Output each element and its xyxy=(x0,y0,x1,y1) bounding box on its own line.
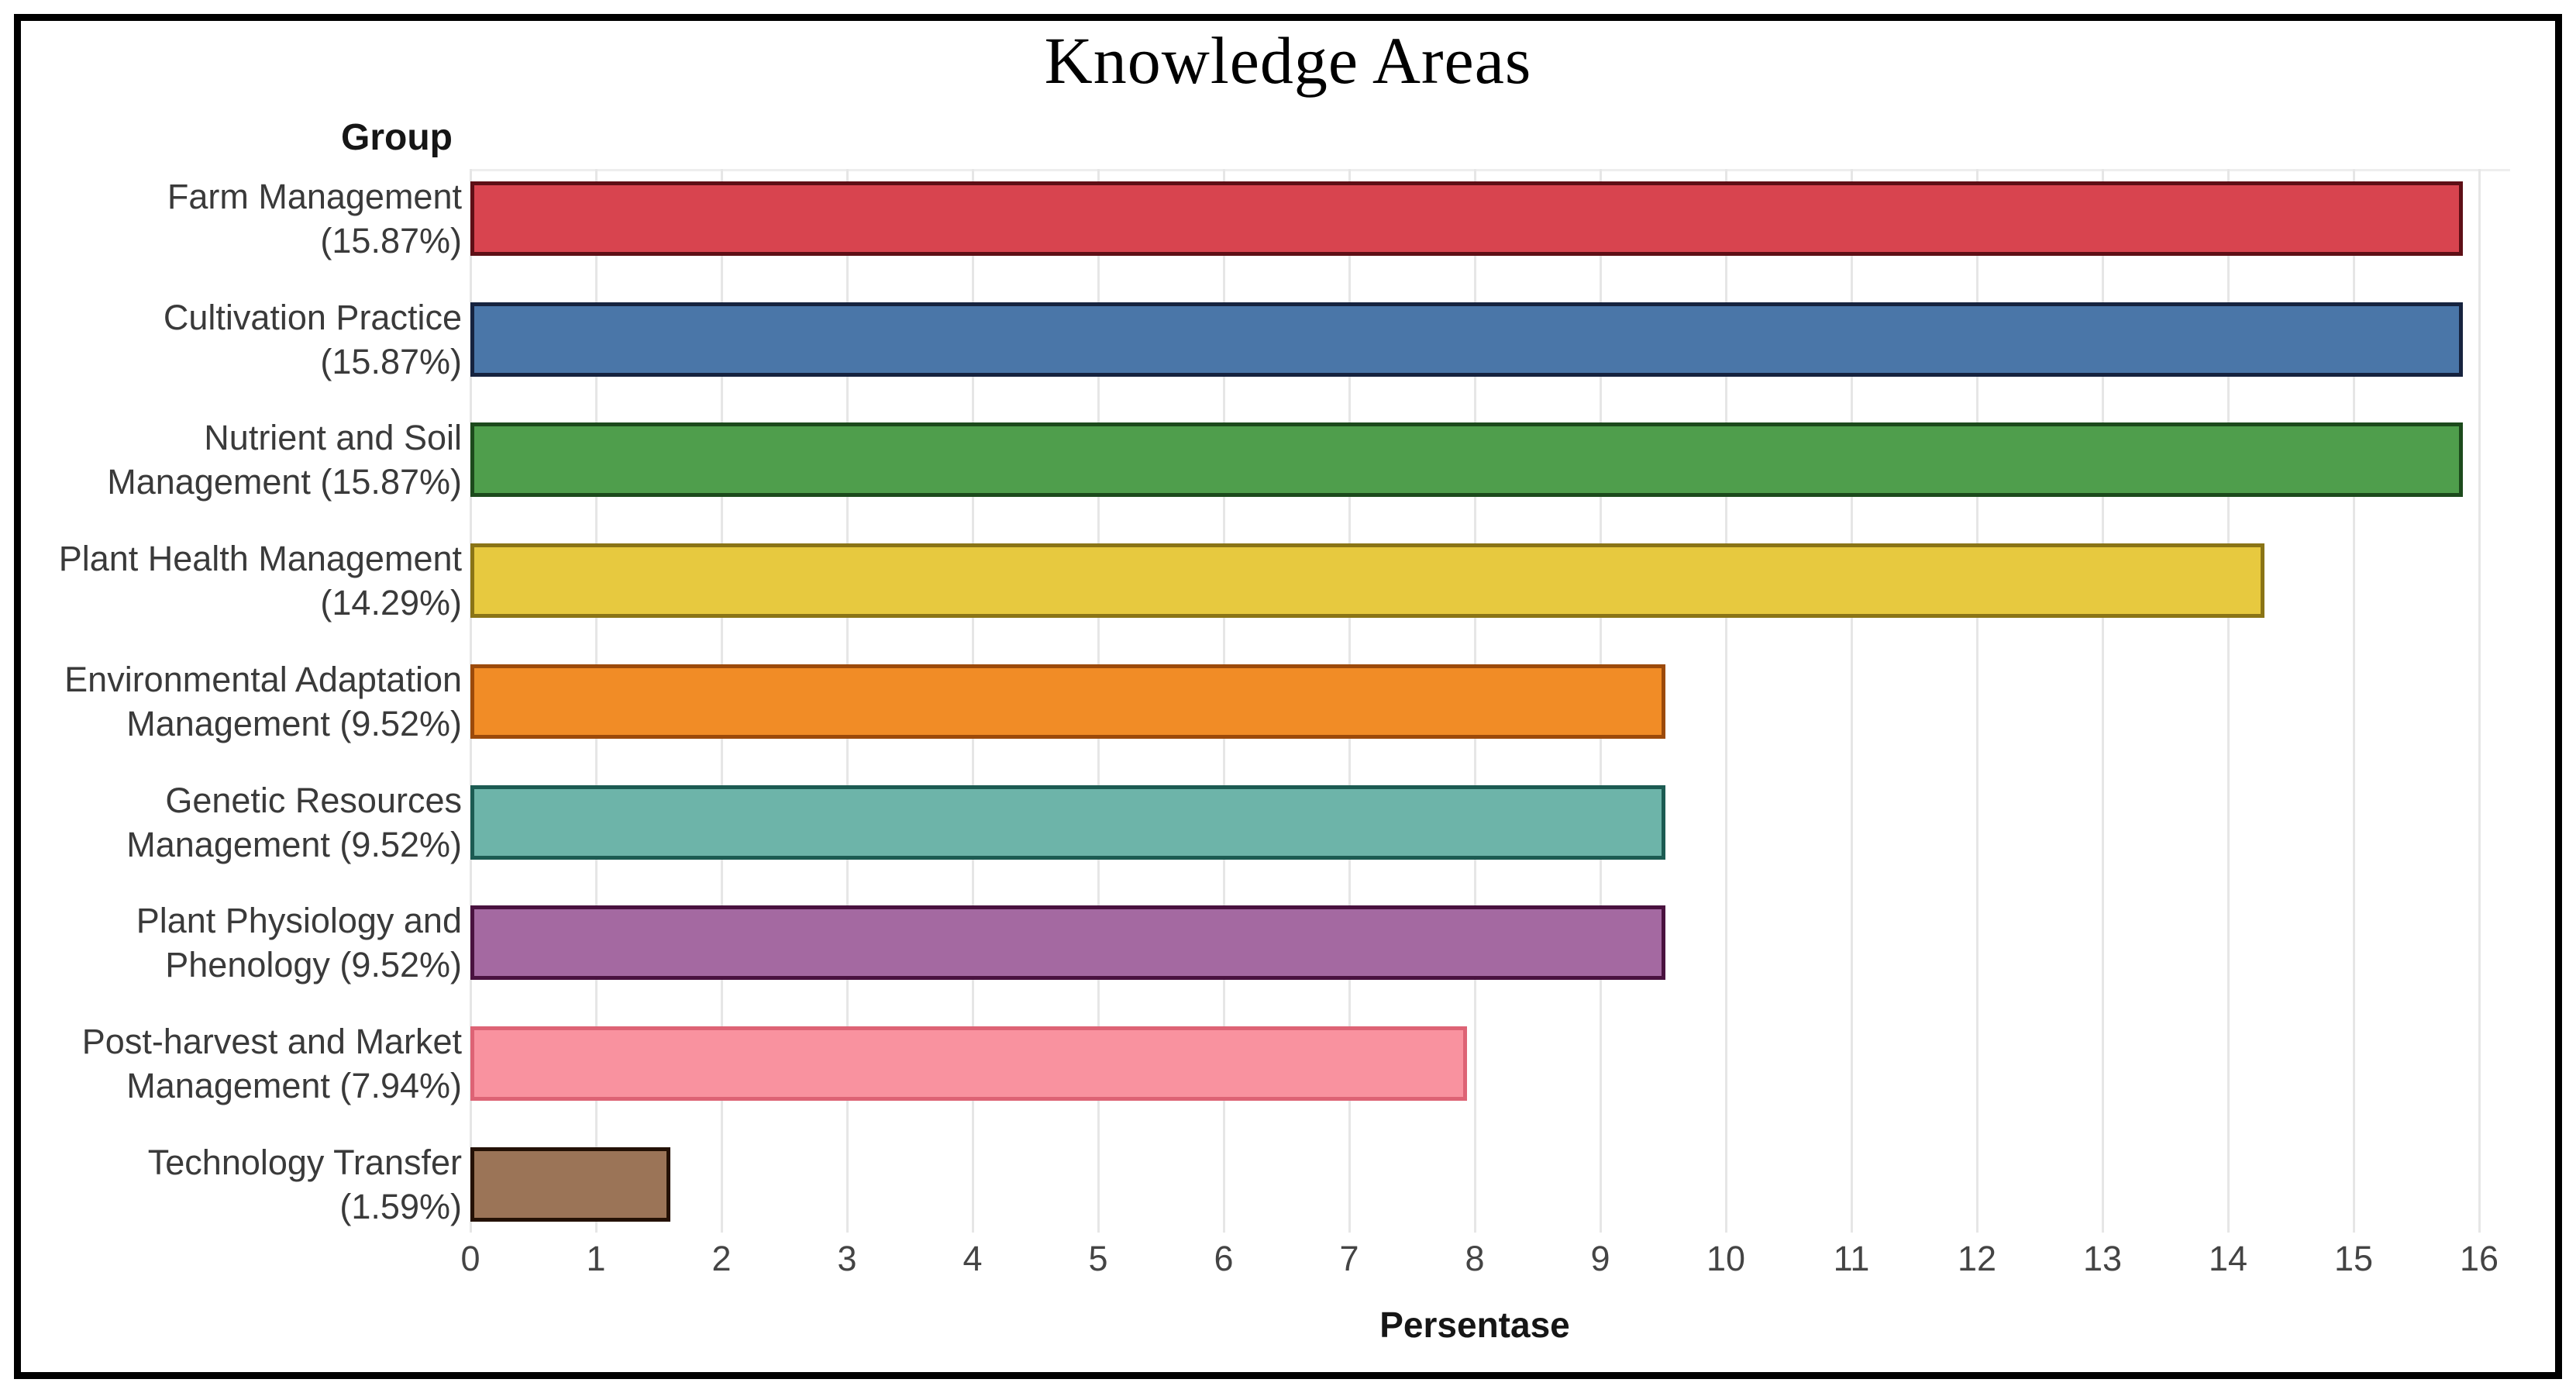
x-gridline xyxy=(2227,169,2230,1233)
x-gridline xyxy=(2353,169,2355,1233)
category-label: Genetic Resources Management (9.52%) xyxy=(0,778,462,867)
x-tick-label: 5 xyxy=(1088,1239,1108,1278)
category-label-line: Post-harvest and Market xyxy=(81,1022,462,1061)
category-label-line: (15.87%) xyxy=(320,342,462,381)
bar xyxy=(470,664,1665,739)
x-tick-label: 14 xyxy=(2208,1239,2248,1278)
x-axis-label: Persentase xyxy=(1379,1305,1570,1345)
category-label-line: Technology Transfer xyxy=(147,1143,462,1182)
bar xyxy=(470,1147,670,1222)
x-tick-label: 16 xyxy=(2459,1239,2499,1278)
category-label-line: Plant Health Management xyxy=(58,539,462,578)
plot-top-border xyxy=(470,169,2510,171)
category-label-line: Farm Management xyxy=(167,177,462,216)
x-gridline xyxy=(1851,169,1853,1233)
bar xyxy=(470,181,2463,256)
category-label-line: Plant Physiology and xyxy=(136,901,462,940)
category-label-line: Management (7.94%) xyxy=(126,1066,462,1105)
x-gridline xyxy=(1725,169,1727,1233)
bar xyxy=(470,543,2264,618)
x-tick-label: 10 xyxy=(1706,1239,1746,1278)
x-tick-label: 13 xyxy=(2082,1239,2123,1278)
category-label: Environmental Adaptation Management (9.52… xyxy=(0,657,462,746)
category-label-line: Management (9.52%) xyxy=(126,704,462,743)
x-tick-label: 11 xyxy=(1833,1239,1870,1278)
x-tick-label: 2 xyxy=(711,1239,732,1278)
category-label: Plant Health Management (14.29%) xyxy=(0,536,462,625)
category-label-line: Environmental Adaptation xyxy=(64,660,462,699)
category-label-line: Phenology (9.52%) xyxy=(165,945,462,984)
category-label: Farm Management (15.87%) xyxy=(0,174,462,263)
category-label-line: Genetic Resources xyxy=(165,781,462,820)
bar xyxy=(470,905,1665,980)
x-gridline xyxy=(2478,169,2481,1233)
y-axis-group-header: Group xyxy=(341,117,453,158)
x-tick-label: 15 xyxy=(2333,1239,2374,1278)
x-tick-label: 9 xyxy=(1590,1239,1610,1278)
chart-title: Knowledge Areas xyxy=(1044,23,1532,98)
category-label-line: (1.59%) xyxy=(339,1187,462,1226)
category-label-line: (15.87%) xyxy=(320,221,462,260)
x-tick-label: 4 xyxy=(963,1239,983,1278)
bar xyxy=(470,302,2463,377)
category-label-line: Nutrient and Soil xyxy=(204,418,462,457)
category-label-line: Cultivation Practice xyxy=(163,298,462,337)
category-label: Nutrient and Soil Management (15.87%) xyxy=(0,415,462,504)
bar xyxy=(470,1026,1467,1101)
category-label: Cultivation Practice (15.87%) xyxy=(0,295,462,384)
bar xyxy=(470,785,1665,860)
category-label: Post-harvest and Market Management (7.94%… xyxy=(0,1019,462,1108)
x-gridline xyxy=(2102,169,2104,1233)
x-tick-label: 8 xyxy=(1465,1239,1485,1278)
category-label: Technology Transfer (1.59%) xyxy=(0,1140,462,1229)
category-label-line: (14.29%) xyxy=(320,583,462,622)
category-label-line: Management (9.52%) xyxy=(126,825,462,864)
x-tick-label: 7 xyxy=(1339,1239,1359,1278)
x-tick-label: 0 xyxy=(460,1239,480,1278)
x-tick-label: 6 xyxy=(1214,1239,1234,1278)
x-tick-label: 12 xyxy=(1957,1239,1997,1278)
x-tick-label: 1 xyxy=(586,1239,606,1278)
category-label-line: Management (15.87%) xyxy=(107,462,462,502)
category-label: Plant Physiology and Phenology (9.52%) xyxy=(0,898,462,987)
bar xyxy=(470,422,2463,497)
x-tick-label: 3 xyxy=(837,1239,857,1278)
x-gridline xyxy=(1976,169,1978,1233)
